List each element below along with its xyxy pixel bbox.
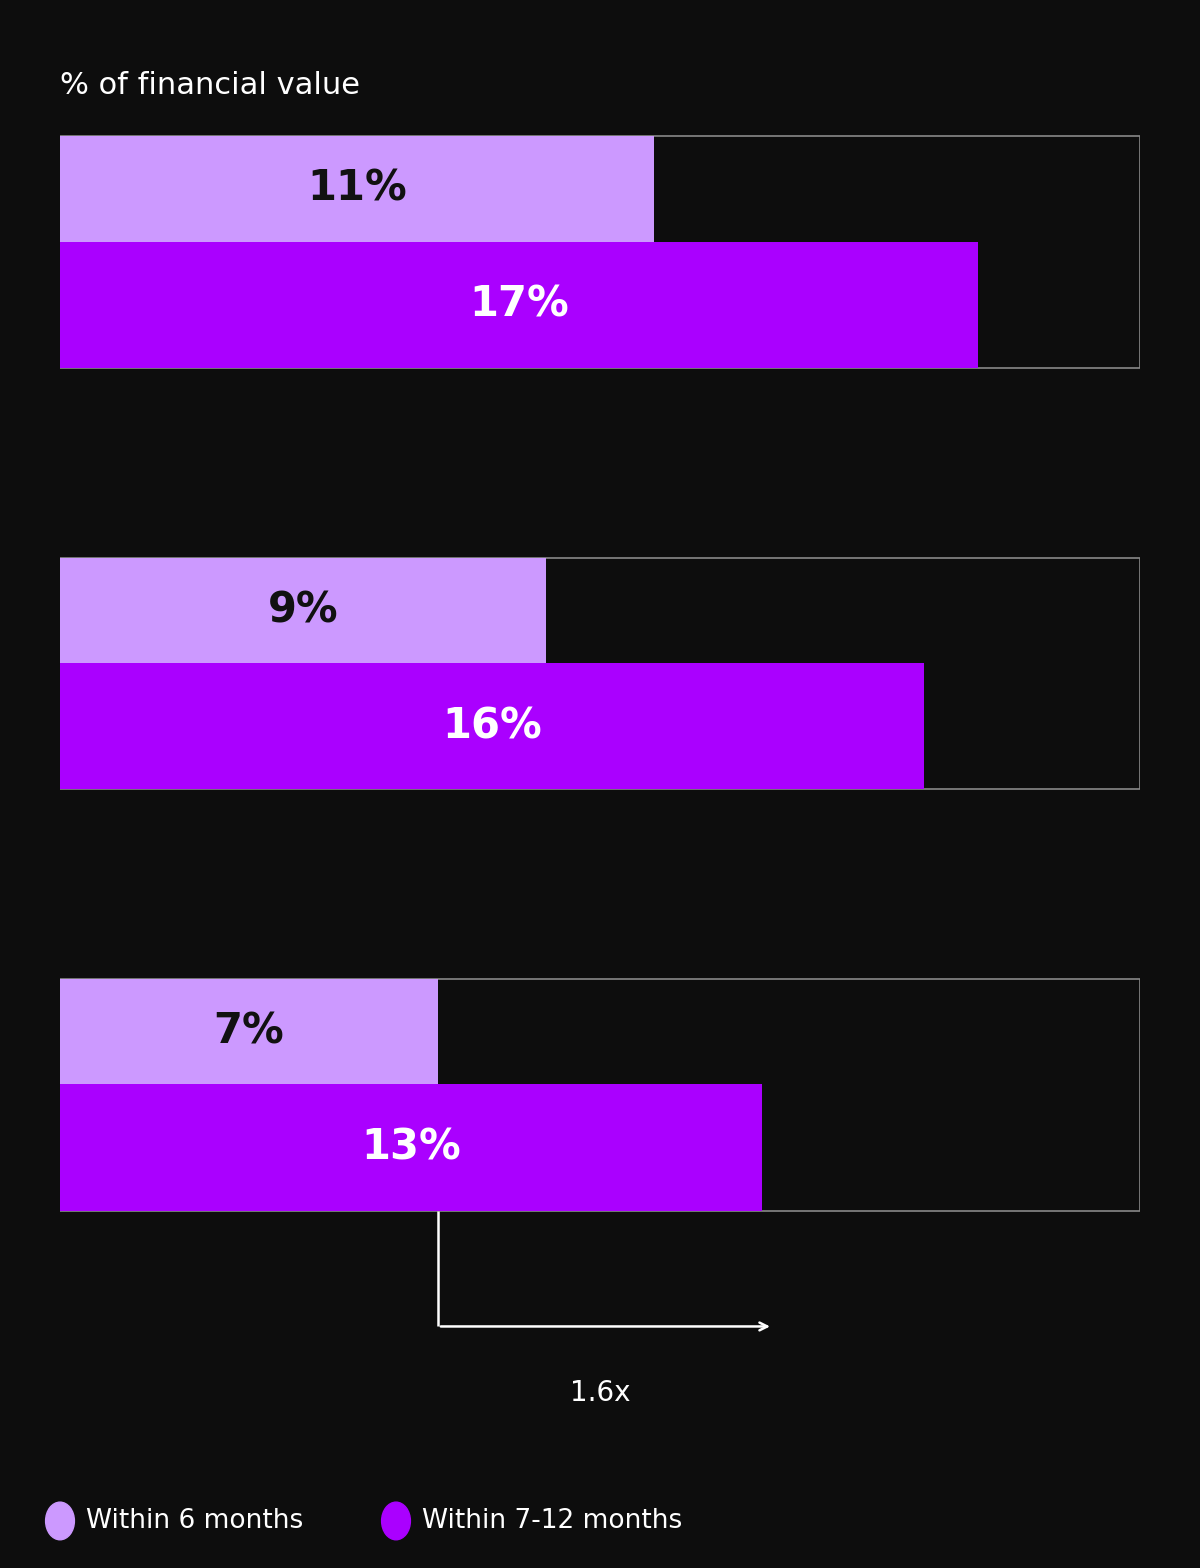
Text: 1.6x: 1.6x: [570, 1380, 630, 1406]
Text: 11%: 11%: [307, 168, 407, 210]
Bar: [60, 558, 1140, 789]
Text: 7%: 7%: [214, 1010, 284, 1052]
Bar: [60, 663, 924, 789]
Text: % of financial value: % of financial value: [60, 71, 360, 99]
Bar: [60, 241, 978, 368]
Text: 16%: 16%: [442, 706, 542, 746]
Text: 9%: 9%: [268, 590, 338, 632]
Text: Within 6 months: Within 6 months: [86, 1508, 304, 1534]
Bar: [60, 1083, 762, 1210]
Bar: [60, 978, 438, 1083]
Bar: [60, 136, 654, 241]
Bar: [60, 558, 546, 663]
Text: 13%: 13%: [361, 1126, 461, 1168]
Bar: [60, 978, 1140, 1210]
Bar: [60, 136, 1140, 368]
Text: Within 7-12 months: Within 7-12 months: [422, 1508, 683, 1534]
Text: 17%: 17%: [469, 284, 569, 326]
